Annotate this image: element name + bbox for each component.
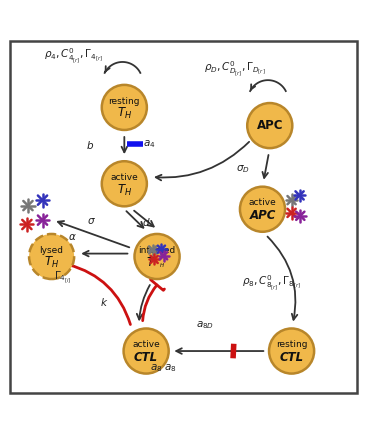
Text: $a_{8D}$: $a_{8D}$ [196, 320, 214, 332]
Text: $\sigma$: $\sigma$ [87, 216, 96, 226]
Text: $\rho_8, C^0_{8_{[r]}}, \Gamma_{8_{[r]}}$: $\rho_8, C^0_{8_{[r]}}, \Gamma_{8_{[r]}}… [242, 274, 301, 292]
Text: active: active [249, 198, 276, 207]
Text: $T_H$: $T_H$ [117, 183, 132, 197]
Text: $a_4$: $a_4$ [143, 139, 156, 150]
Text: $\rho_4, C^0_{4_{[r]}}, \Gamma_{4_{[r]}}$: $\rho_4, C^0_{4_{[r]}}, \Gamma_{4_{[r]}}… [44, 47, 103, 65]
Text: infected: infected [138, 246, 176, 255]
Text: $a_8$: $a_8$ [164, 362, 176, 375]
Circle shape [102, 85, 147, 130]
Text: $\alpha$: $\alpha$ [68, 232, 77, 242]
FancyBboxPatch shape [10, 41, 357, 393]
Text: resting: resting [276, 340, 307, 349]
Circle shape [247, 103, 292, 148]
Text: $T_H$: $T_H$ [117, 106, 132, 121]
Text: APC: APC [257, 119, 283, 132]
Text: $\rho_D, C^0_{D_{[r]}}, \Gamma_{D_{[r]}}$: $\rho_D, C^0_{D_{[r]}}, \Gamma_{D_{[r]}}… [204, 60, 266, 78]
Text: $T$: $T$ [146, 256, 155, 269]
Text: APC: APC [249, 209, 276, 222]
Text: CTL: CTL [280, 351, 304, 364]
Text: CTL: CTL [134, 351, 158, 364]
Circle shape [135, 234, 180, 279]
Text: resting: resting [108, 97, 140, 106]
Text: $\Gamma_{4_{[i]}}$: $\Gamma_{4_{[i]}}$ [54, 270, 71, 285]
Text: $T_H$: $T_H$ [44, 255, 59, 270]
Circle shape [269, 329, 314, 374]
Text: active: active [132, 340, 160, 349]
Text: $b$: $b$ [87, 139, 95, 151]
Text: active: active [111, 173, 138, 182]
Circle shape [124, 329, 169, 374]
Text: lysed: lysed [39, 246, 64, 255]
Text: $_H$: $_H$ [158, 261, 165, 270]
Text: $d$: $d$ [142, 216, 150, 228]
Text: $\sigma_D$: $\sigma_D$ [236, 163, 250, 175]
Text: $a_8$: $a_8$ [150, 362, 162, 375]
Circle shape [29, 234, 74, 279]
Circle shape [102, 161, 147, 206]
Text: $k$: $k$ [100, 296, 108, 308]
Circle shape [240, 187, 285, 232]
